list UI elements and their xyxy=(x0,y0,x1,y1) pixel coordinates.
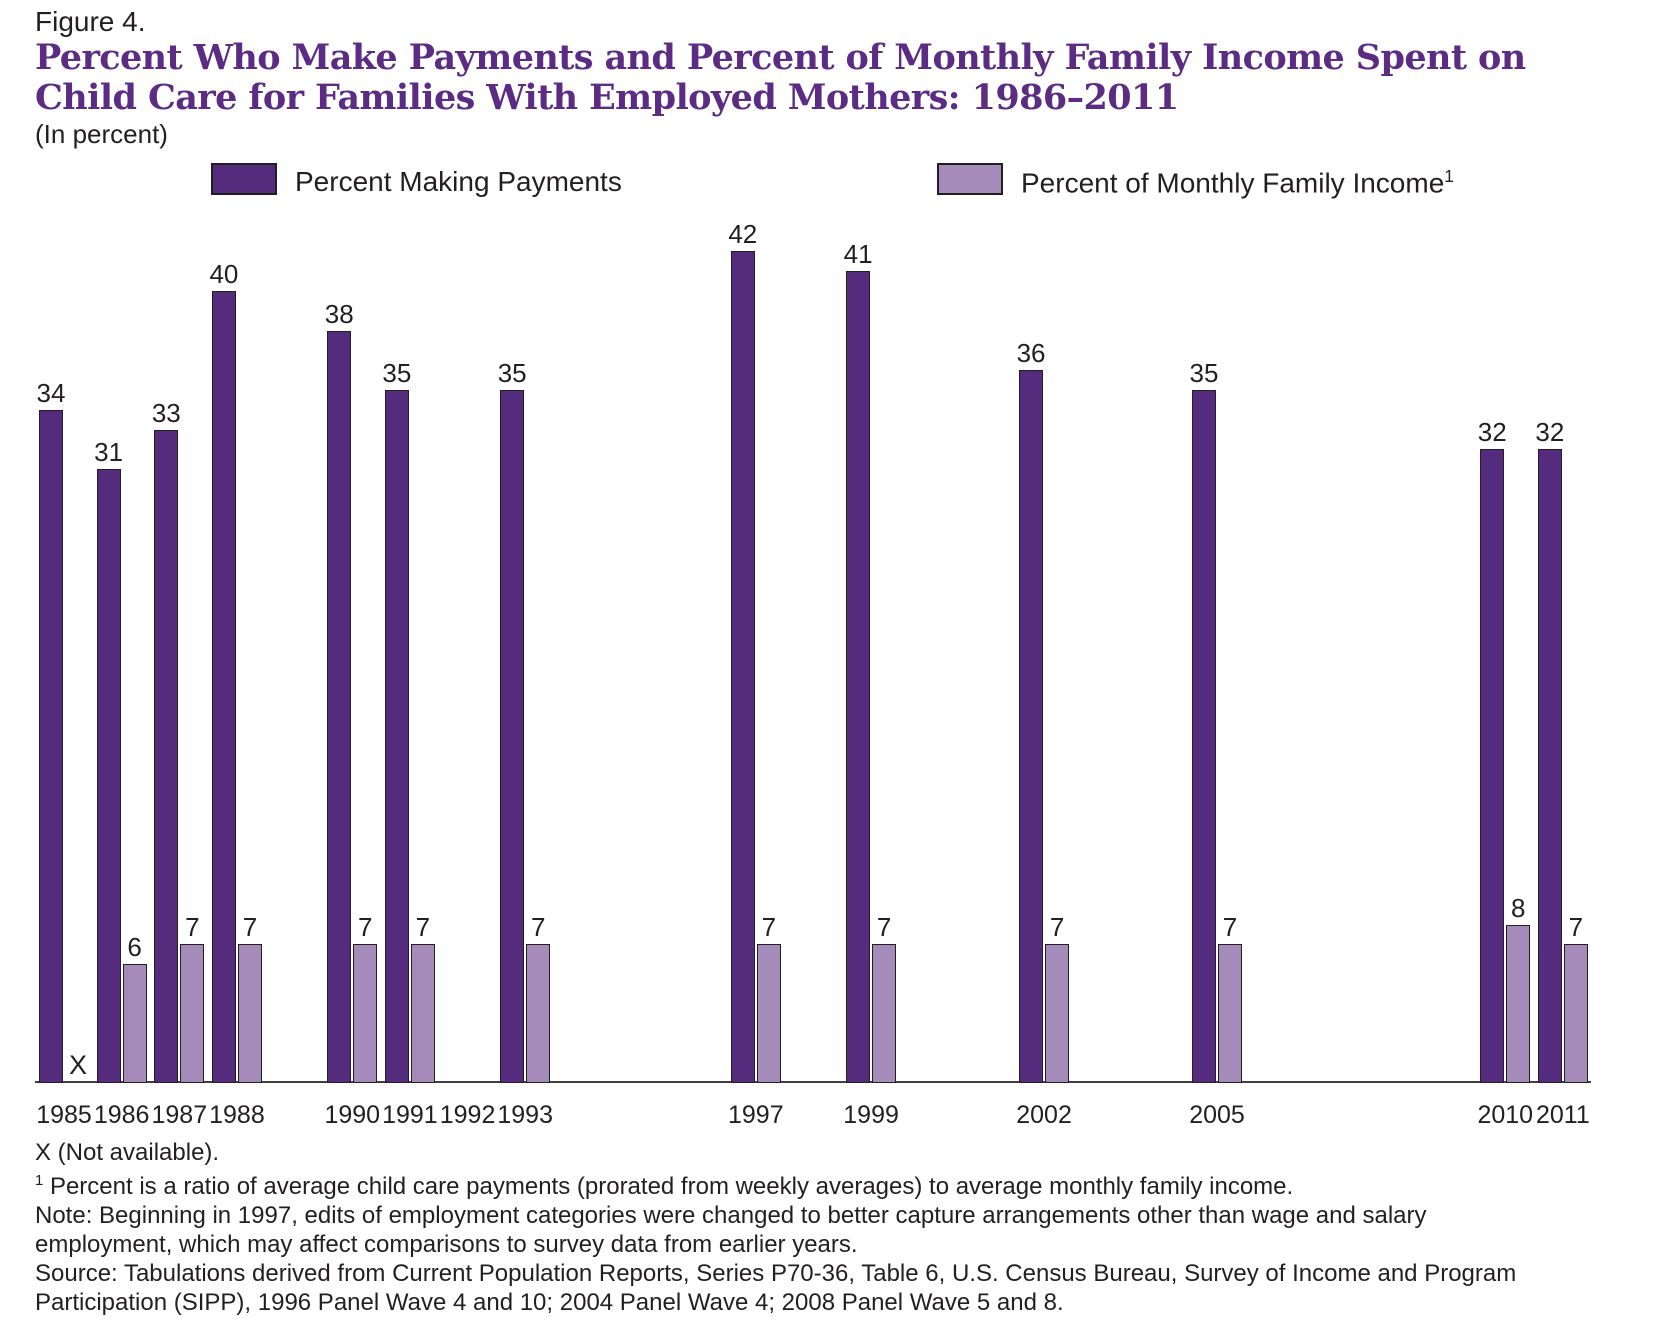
bar-label-income-2002: 7 xyxy=(1049,912,1065,943)
bar-label-payments-2002: 36 xyxy=(1016,338,1046,369)
bar-income-2010 xyxy=(1506,924,1531,1083)
x-tick-1999: 1999 xyxy=(843,1101,899,1129)
bar-label-income-1999: 7 xyxy=(876,912,892,943)
bar-label-income-2005: 7 xyxy=(1222,912,1238,943)
bar-payments-2005 xyxy=(1192,390,1216,1083)
note-methodology: Note: Beginning in 1997, edits of employ… xyxy=(35,1202,1427,1258)
chart-notes: X (Not available). 1 Percent is a ratio … xyxy=(35,1138,1615,1317)
bar-label-income-1991: 7 xyxy=(415,912,431,943)
x-tick-1987: 1987 xyxy=(151,1101,208,1129)
legend-label-family-income: Percent of Monthly Family Income1 xyxy=(1021,166,1454,199)
x-tick-1993: 1993 xyxy=(497,1101,553,1129)
bar-label-payments-1991: 35 xyxy=(382,358,412,388)
bar-income-2005 xyxy=(1218,944,1242,1083)
bar-label-payments-2011: 32 xyxy=(1535,417,1565,448)
bar-label-income-2011: 7 xyxy=(1568,912,1584,943)
bar-income-1993 xyxy=(526,944,551,1083)
bar-payments-1986 xyxy=(96,469,121,1083)
bar-label-payments-1997: 42 xyxy=(728,219,758,250)
bar-label-payments-1990: 38 xyxy=(324,298,354,329)
x-axis-line xyxy=(35,1081,1591,1083)
x-tick-1990: 1990 xyxy=(324,1101,381,1129)
x-tick-1992: 1992 xyxy=(439,1101,496,1129)
bar-payments-1991 xyxy=(384,390,409,1083)
x-tick-2002: 2002 xyxy=(1016,1101,1072,1129)
bar-label-payments-1987: 33 xyxy=(151,397,181,428)
bar-payments-1993 xyxy=(500,390,525,1083)
bar-label-payments-2005: 35 xyxy=(1189,358,1219,388)
bar-payments-1987 xyxy=(154,429,179,1083)
x-tick-1985: 1985 xyxy=(36,1101,92,1129)
note-footnote-1: 1 Percent is a ratio of average child ca… xyxy=(35,1173,1294,1200)
note-source: Source: Tabulations derived from Current… xyxy=(35,1260,1517,1316)
legend-swatch-family-income xyxy=(937,163,1003,195)
bar-label-payments-1999: 41 xyxy=(843,239,873,270)
bar-payments-1985 xyxy=(39,409,63,1083)
x-tick-1997: 1997 xyxy=(727,1101,784,1129)
bar-label-income-1997: 7 xyxy=(761,912,777,943)
bar-income-1988 xyxy=(237,944,262,1083)
bar-income-1997 xyxy=(756,944,781,1083)
bar-payments-2002 xyxy=(1019,370,1044,1083)
x-tick-2005: 2005 xyxy=(1189,1101,1245,1129)
bar-chart-plot-area: 1985 1986 1987 1988 1990 1991 1992 1993 1997 1999… xyxy=(35,219,1591,1129)
not-available-marker-1985: X xyxy=(68,1050,87,1080)
bar-income-1986 xyxy=(122,964,147,1083)
bar-label-payments-1985: 34 xyxy=(36,377,66,408)
bar-income-1991 xyxy=(410,944,435,1083)
x-tick-1986: 1986 xyxy=(93,1101,150,1129)
bar-income-2002 xyxy=(1045,944,1070,1083)
bar-label-income-1990: 7 xyxy=(358,912,373,943)
bar-label-income-1986: 6 xyxy=(127,932,142,963)
bar-payments-2011 xyxy=(1537,449,1562,1083)
bar-income-1987 xyxy=(180,944,205,1083)
bar-label-payments-1993: 35 xyxy=(497,358,527,388)
x-tick-1988: 1988 xyxy=(209,1101,265,1129)
bar-label-income-1988: 7 xyxy=(242,912,258,943)
legend-label-making-payments: Percent Making Payments xyxy=(295,166,622,197)
bar-payments-2010 xyxy=(1480,449,1505,1083)
legend-footnote-marker: 1 xyxy=(1444,166,1454,186)
bar-label-payments-2010: 32 xyxy=(1477,417,1507,448)
note-not-available: X (Not available). xyxy=(35,1139,220,1166)
bar-payments-1997 xyxy=(730,251,755,1083)
chart-title: Percent Who Make Payments and Percent of… xyxy=(35,37,1526,118)
legend-swatch-making-payments xyxy=(211,163,277,195)
x-tick-2010: 2010 xyxy=(1477,1101,1534,1129)
x-tick-2011: 2011 xyxy=(1536,1101,1590,1129)
bar-income-1999 xyxy=(872,944,897,1083)
bar-income-2011 xyxy=(1563,944,1588,1083)
bar-payments-1988 xyxy=(211,291,236,1083)
bar-label-income-2010: 8 xyxy=(1511,892,1526,923)
bar-income-1990 xyxy=(353,944,378,1083)
bar-label-payments-1986: 31 xyxy=(94,437,124,468)
x-tick-1991: 1991 xyxy=(382,1101,438,1129)
footnote-1-marker: 1 xyxy=(35,1173,44,1189)
units-note: (In percent) xyxy=(35,119,168,149)
bar-label-payments-1988: 40 xyxy=(209,259,239,289)
bar-payments-1999 xyxy=(846,271,871,1083)
bar-label-income-1993: 7 xyxy=(530,912,546,943)
bar-label-income-1987: 7 xyxy=(185,912,200,943)
bar-payments-1990 xyxy=(327,330,352,1083)
figure-label: Figure 4. xyxy=(35,6,146,37)
